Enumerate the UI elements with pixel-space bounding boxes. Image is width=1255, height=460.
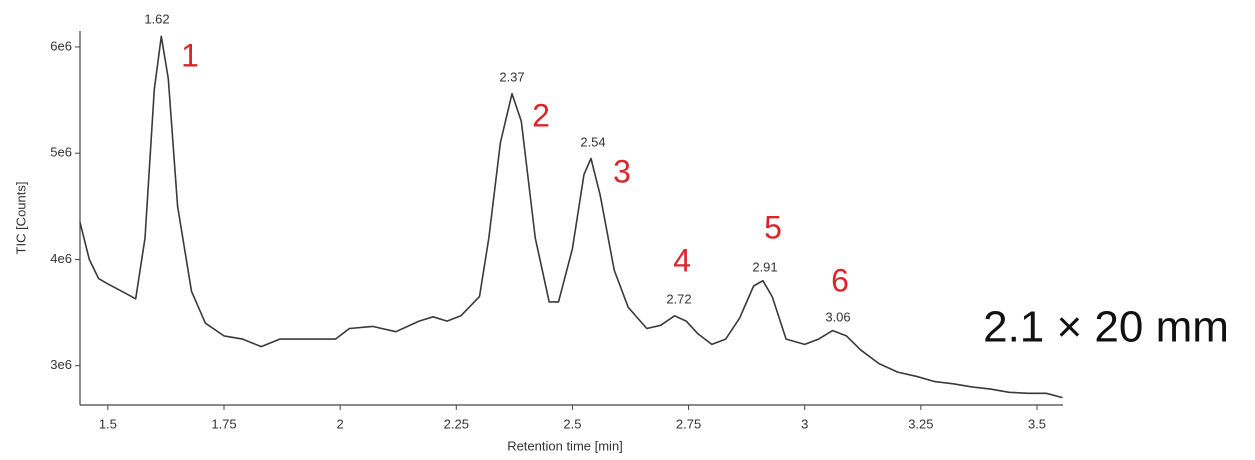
column-note: 2.1 × 20 mm [983, 303, 1229, 352]
peak-label: 2.72 [666, 291, 691, 306]
peak-number: 4 [673, 242, 691, 278]
x-axis-label: Retention time [min] [507, 438, 623, 453]
y-tick-label: 4e6 [50, 251, 72, 266]
x-tick-label: 1.5 [99, 416, 117, 431]
y-tick-label: 3e6 [50, 357, 72, 372]
x-tick-label: 2 [337, 416, 344, 431]
x-tick-label: 3.25 [908, 416, 933, 431]
chromatogram-line [79, 35, 1063, 399]
peak-label: 1.62 [144, 11, 169, 26]
x-tick-label: 2.25 [444, 416, 469, 431]
peak-number: 5 [764, 209, 782, 245]
x-tick-label: 2.5 [563, 416, 581, 431]
peak-number: 2 [532, 97, 550, 133]
peak-label: 2.37 [499, 69, 524, 84]
y-tick-label: 6e6 [50, 38, 72, 53]
peak-number: 6 [831, 262, 849, 298]
peak-label: 2.54 [580, 134, 605, 149]
peak-label: 3.06 [825, 309, 850, 324]
peak-label: 2.91 [752, 259, 777, 274]
peak-number: 3 [613, 153, 631, 189]
x-tick-label: 3.5 [1028, 416, 1046, 431]
x-tick-label: 3 [801, 416, 808, 431]
x-tick-label: 2.75 [676, 416, 701, 431]
y-tick-label: 5e6 [50, 145, 72, 160]
y-axis-label: TIC [Counts] [13, 182, 28, 255]
x-tick-label: 1.75 [211, 416, 236, 431]
peak-number: 1 [181, 37, 199, 73]
